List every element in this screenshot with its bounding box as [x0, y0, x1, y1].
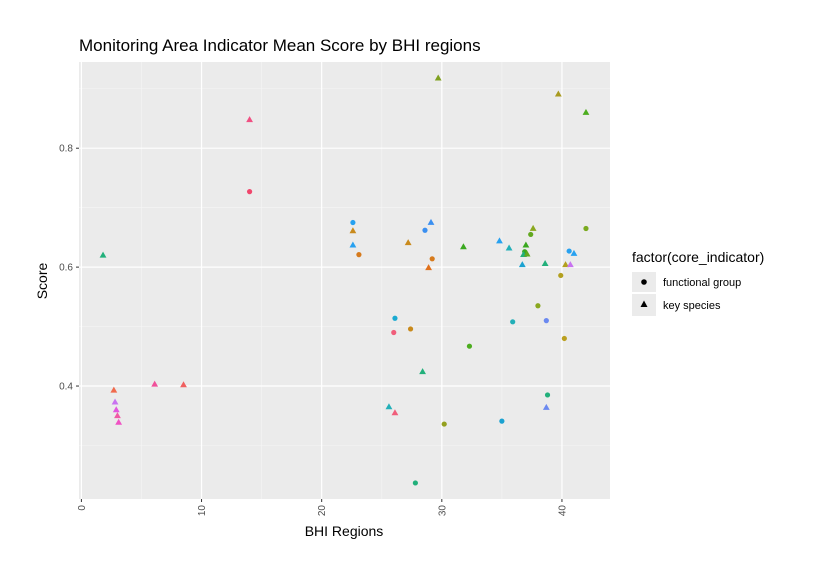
data-point-triangle: [180, 381, 187, 388]
y-tick-label: 0.4: [59, 382, 73, 393]
legend-key-circle: [641, 279, 647, 285]
data-point-triangle: [541, 259, 549, 266]
data-point-circle: [528, 231, 534, 238]
data-point-triangle: [112, 406, 120, 413]
data-point-triangle: [425, 264, 432, 271]
data-point-triangle: [419, 368, 426, 375]
x-tick-label: 10: [197, 505, 208, 517]
data-point-triangle: [111, 398, 119, 405]
data-point-triangle: [99, 251, 107, 258]
data-point-triangle: [570, 249, 578, 256]
data-point-triangle: [523, 250, 531, 257]
y-tick-label: 0.8: [59, 144, 73, 155]
x-tick-label: 20: [317, 505, 328, 517]
data-point-triangle: [582, 108, 590, 115]
data-point-circle: [566, 248, 572, 254]
data-point-triangle: [496, 237, 503, 244]
chart-title: Monitoring Area Indicator Mean Score by …: [79, 36, 481, 55]
data-point-circle: [499, 418, 505, 424]
x-tick-label: 30: [437, 505, 448, 517]
data-point-triangle: [349, 241, 357, 248]
data-point-triangle: [114, 412, 121, 419]
x-tick-label: 40: [557, 505, 568, 517]
data-point-triangle: [505, 244, 513, 251]
data-point-circle: [561, 335, 567, 342]
data-point-circle: [510, 319, 516, 325]
data-point-circle: [466, 343, 473, 349]
data-point-triangle: [427, 218, 435, 225]
y-axis: 0.4 0.6 0.8: [59, 144, 79, 393]
data-point-triangle: [522, 241, 530, 248]
data-point-circle: [558, 272, 564, 279]
data-point-triangle: [460, 243, 467, 250]
data-point-triangle: [562, 261, 569, 268]
data-point-triangle: [404, 239, 412, 246]
x-tick-label: 0: [77, 505, 88, 511]
data-point-triangle: [554, 90, 562, 97]
data-point-triangle: [151, 380, 159, 387]
data-point-triangle: [566, 261, 574, 268]
data-point-circle: [583, 225, 589, 232]
legend-label-functional-group: functional group: [663, 277, 741, 289]
data-point-triangle: [246, 116, 253, 123]
data-point-triangle: [529, 224, 537, 231]
data-point-circle: [544, 392, 551, 398]
y-axis-title: Score: [34, 263, 50, 300]
data-point-triangle: [110, 386, 118, 393]
data-point-circle: [391, 329, 397, 336]
data-point-triangle: [434, 74, 442, 81]
data-point-triangle: [385, 403, 393, 410]
data-point-circle: [535, 303, 541, 309]
legend-label-key-species: key species: [663, 300, 721, 312]
data-point-circle: [392, 315, 398, 321]
x-axis: 0 10 20 30 40: [77, 499, 568, 517]
data-points: [99, 74, 590, 486]
data-point-circle: [422, 227, 428, 233]
plot-panel: [79, 62, 610, 499]
data-point-circle: [356, 252, 362, 258]
y-tick-label: 0.6: [59, 263, 73, 274]
data-point-circle: [412, 480, 418, 486]
legend-key-triangle: [640, 300, 648, 307]
data-point-triangle: [391, 409, 399, 416]
data-point-triangle: [542, 403, 550, 410]
data-point-circle: [543, 318, 549, 324]
grid-minor: [79, 62, 610, 499]
data-point-circle: [429, 256, 435, 262]
legend-title: factor(core_indicator): [632, 249, 764, 265]
data-point-triangle: [349, 227, 357, 234]
legend: factor(core_indicator) functional group …: [632, 249, 764, 316]
data-point-circle: [441, 421, 447, 427]
data-point-circle: [246, 189, 253, 195]
data-point-circle: [350, 219, 356, 226]
x-axis-title: BHI Regions: [305, 523, 384, 539]
data-point-triangle: [518, 261, 526, 268]
data-point-triangle: [115, 418, 123, 425]
data-point-circle: [407, 326, 414, 332]
